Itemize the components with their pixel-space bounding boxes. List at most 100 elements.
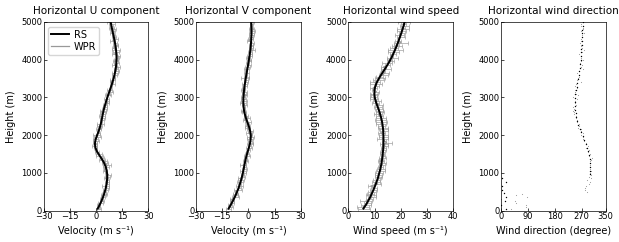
Point <box>568 105 578 109</box>
Point <box>584 150 594 153</box>
Point <box>581 141 591 144</box>
Title: Horizontal U component: Horizontal U component <box>33 6 159 15</box>
Point <box>572 71 582 75</box>
Point <box>579 48 589 52</box>
Point <box>571 92 581 96</box>
Point <box>571 115 581 119</box>
Point <box>574 122 584 126</box>
Point <box>511 201 521 205</box>
Point <box>576 128 586 131</box>
X-axis label: Velocity (m s⁻¹): Velocity (m s⁻¹) <box>58 227 134 236</box>
Point <box>576 43 586 46</box>
Legend: RS, WPR: RS, WPR <box>48 27 99 54</box>
Point <box>585 161 595 165</box>
Point <box>586 173 596 177</box>
Point <box>584 148 594 152</box>
Point <box>575 127 585 130</box>
Point <box>522 195 532 199</box>
Point <box>578 135 587 139</box>
Point <box>576 24 586 28</box>
Point <box>576 43 586 47</box>
Point <box>574 69 584 73</box>
Point <box>569 111 579 114</box>
Point <box>511 193 521 197</box>
Point <box>572 118 582 122</box>
Point <box>582 190 592 194</box>
Point <box>574 73 584 77</box>
Point <box>574 124 584 128</box>
Point <box>521 203 530 207</box>
Point <box>573 119 582 123</box>
Point <box>501 195 511 199</box>
Point <box>576 130 586 134</box>
Point <box>574 73 584 77</box>
Point <box>568 95 578 99</box>
Point <box>572 120 582 124</box>
Point <box>577 39 587 43</box>
Point <box>579 138 589 142</box>
Point <box>578 58 587 61</box>
Point <box>574 69 584 73</box>
Point <box>584 154 594 158</box>
Point <box>575 41 585 45</box>
Point <box>572 97 582 101</box>
Point <box>571 116 581 120</box>
Point <box>579 139 589 143</box>
Point <box>586 171 595 175</box>
Point <box>577 35 587 39</box>
Point <box>584 153 594 157</box>
Point <box>586 169 596 173</box>
Point <box>576 50 586 54</box>
Point <box>585 180 595 184</box>
Point <box>501 199 511 203</box>
Point <box>510 199 520 203</box>
Point <box>570 101 580 105</box>
Point <box>581 184 591 188</box>
Point <box>496 203 506 207</box>
Point <box>573 126 582 129</box>
Point <box>585 169 595 173</box>
Point <box>569 112 579 116</box>
Point <box>506 207 516 211</box>
Point <box>576 54 586 58</box>
Point <box>580 186 590 190</box>
Point <box>571 85 581 89</box>
Point <box>582 178 592 182</box>
Point <box>573 76 583 80</box>
Point <box>577 50 587 54</box>
Point <box>576 45 586 48</box>
Point <box>575 66 585 69</box>
Point <box>570 108 580 112</box>
Point <box>577 33 587 37</box>
Y-axis label: Height (m): Height (m) <box>6 90 15 143</box>
Point <box>570 104 580 108</box>
Point <box>583 150 593 154</box>
X-axis label: Wind direction (degree): Wind direction (degree) <box>496 227 611 236</box>
Point <box>571 82 581 86</box>
Point <box>586 167 595 171</box>
Point <box>578 137 587 141</box>
Point <box>571 111 581 115</box>
Point <box>571 103 581 107</box>
Point <box>576 133 586 137</box>
Point <box>576 60 586 63</box>
Point <box>496 197 506 201</box>
Point <box>517 192 527 196</box>
Point <box>573 93 583 97</box>
Point <box>578 28 587 31</box>
X-axis label: Wind speed (m s⁻¹): Wind speed (m s⁻¹) <box>353 227 448 236</box>
Point <box>586 176 596 180</box>
Point <box>587 156 597 160</box>
Y-axis label: Height (m): Height (m) <box>310 90 320 143</box>
Point <box>576 47 586 51</box>
Point <box>573 81 582 85</box>
Point <box>585 157 595 161</box>
Point <box>579 31 589 35</box>
Point <box>576 65 586 69</box>
Y-axis label: Height (m): Height (m) <box>462 90 473 143</box>
Point <box>585 163 595 167</box>
Point <box>521 205 530 209</box>
Point <box>571 92 581 96</box>
Point <box>580 188 590 192</box>
Point <box>585 172 595 176</box>
